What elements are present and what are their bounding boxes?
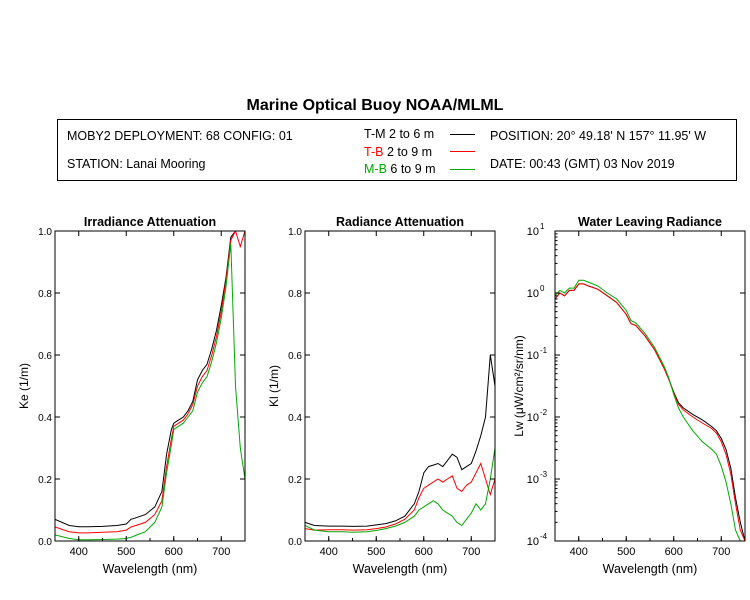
series-line-t-b: [55, 231, 245, 534]
legend-range: 6 to 9 m: [390, 162, 436, 176]
chart-panel-2: 400 500 600 700 0.0 0.2 0.4 0.6 0.8 1.0 Radiance A…: [267, 215, 496, 576]
x-tick-label: 500: [367, 546, 385, 558]
legend-line-tm: [450, 134, 475, 135]
y-tick-label: 10: [527, 412, 539, 424]
y-tick-label: 0.4: [38, 413, 52, 424]
y-tick-exponent: -4: [540, 532, 548, 541]
plot-frame: [54, 230, 246, 542]
series-group: [555, 279, 745, 541]
legend-item-mb: M-B 6 to 9 m: [364, 162, 436, 176]
x-tick-label: 600: [665, 546, 683, 558]
y-tick-label: 10: [527, 474, 539, 486]
plot-frame: [554, 230, 746, 542]
y-axis-label: Kl (1/m): [267, 365, 281, 407]
y-tick-label: 0.8: [38, 289, 52, 300]
y-tick-exponent: 0: [540, 284, 545, 293]
x-tick-label: 400: [570, 546, 588, 558]
info-box: MOBY2 DEPLOYMENT: 68 CONFIG: 01 STATION:…: [57, 119, 737, 181]
series-line-m-b: [305, 447, 495, 533]
y-tick-label: 10: [527, 350, 539, 362]
y-tick-exponent: -3: [540, 470, 548, 479]
y-tick-exponent: 1: [540, 222, 545, 231]
y-tick-label: 0.6: [38, 351, 52, 362]
x-tick-label: 600: [165, 546, 183, 558]
series-line-t-m: [305, 354, 495, 527]
y-tick-label: 1.0: [38, 227, 52, 238]
y-tick-label: 0.6: [288, 351, 302, 362]
y-tick-label: 0.8: [288, 289, 302, 300]
y-tick-label: 0.2: [38, 475, 52, 486]
x-tick-label: 500: [117, 546, 135, 558]
position-text: POSITION: 20° 49.18' N 157° 11.95' W: [490, 129, 707, 143]
legend-range: 2 to 9 m: [386, 145, 433, 159]
legend-code: T-M: [364, 127, 386, 141]
x-tick-label: 600: [415, 546, 433, 558]
series-line-m-b: [555, 279, 745, 541]
y-axis-label: Lw (μW/cm²/sr/nm): [512, 335, 526, 437]
legend-line-mb: [450, 169, 475, 170]
deployment-text: MOBY2 DEPLOYMENT: 68 CONFIG: 01: [67, 129, 293, 143]
panel-title: Water Leaving Radiance: [578, 215, 722, 229]
y-tick-exponent: -1: [540, 346, 548, 355]
station-text: STATION: Lanai Mooring: [67, 157, 206, 171]
y-axis-label: Ke (1/m): [17, 363, 31, 409]
legend-code: T-B: [364, 145, 384, 159]
series-group: [305, 354, 495, 533]
x-tick-label: 700: [712, 546, 730, 558]
y-tick-label: 10: [527, 288, 539, 300]
plot-frame: [304, 230, 496, 542]
y-tick-exponent: -2: [540, 408, 548, 417]
y-tick-label: 10: [527, 536, 539, 548]
x-tick-label: 700: [212, 546, 230, 558]
y-tick-label: 10: [527, 226, 539, 238]
series-group: [55, 231, 245, 541]
x-tick-label: 400: [320, 546, 338, 558]
x-tick-label: 500: [617, 546, 635, 558]
legend-item-tm: T-M 2 to 6 m: [364, 127, 434, 141]
legend-code: M-B: [364, 162, 387, 176]
x-axis-label: Wavelength (nm): [103, 562, 198, 576]
y-tick-label: 0.4: [288, 413, 302, 424]
x-axis-label: Wavelength (nm): [353, 562, 448, 576]
x-tick-label: 700: [462, 546, 480, 558]
y-tick-label: 0.2: [288, 475, 302, 486]
y-tick-label: 0.0: [38, 537, 52, 548]
chart-panel-1: 400 500 600 700 0.0 0.2 0.4 0.6 0.8 1.0 Irradiance…: [17, 215, 246, 576]
series-line-t-b: [555, 283, 745, 541]
series-line-t-m: [555, 283, 745, 541]
y-tick-label: 1.0: [288, 227, 302, 238]
y-tick-label: 0.0: [288, 537, 302, 548]
legend-range: 2 to 6 m: [389, 127, 435, 141]
date-text: DATE: 00:43 (GMT) 03 Nov 2019: [490, 157, 675, 171]
panel-title: Radiance Attenuation: [336, 215, 464, 229]
series-line-m-b: [55, 243, 245, 541]
x-tick-label: 400: [70, 546, 88, 558]
legend-item-tb: T-B 2 to 9 m: [364, 145, 432, 159]
legend-line-tb: [450, 151, 475, 152]
series-line-t-b: [305, 462, 495, 531]
panel-title: Irradiance Attenuation: [84, 215, 216, 229]
series-line-t-m: [55, 231, 245, 528]
chart-title: Marine Optical Buoy NOAA/MLML: [246, 97, 504, 114]
x-axis-label: Wavelength (nm): [603, 562, 698, 576]
